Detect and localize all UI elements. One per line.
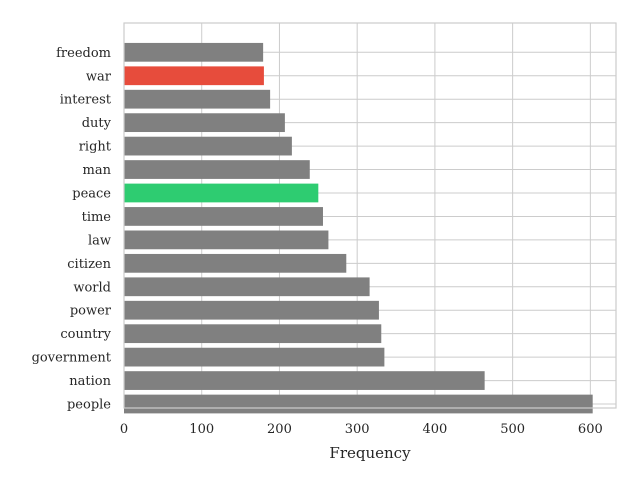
bar-world bbox=[124, 277, 370, 297]
bar-government bbox=[124, 347, 385, 367]
y-tick-label: time bbox=[82, 210, 112, 225]
x-tick-label: 100 bbox=[189, 422, 214, 437]
x-tick-label: 400 bbox=[422, 422, 447, 437]
bar-time bbox=[124, 207, 323, 226]
bar-right bbox=[124, 136, 292, 156]
y-tick-label: freedom bbox=[56, 46, 111, 61]
x-tick-labels: 0 100 200 300 400 500 600 bbox=[120, 422, 603, 437]
bar-interest bbox=[124, 89, 271, 109]
x-tick-label: 300 bbox=[345, 422, 370, 437]
y-tick-label: citizen bbox=[67, 257, 111, 272]
bar-power bbox=[124, 300, 379, 320]
y-tick-label: man bbox=[83, 163, 112, 178]
y-tick-label: nation bbox=[69, 374, 111, 389]
y-tick-labels: freedom war interest duty right man peace time l… bbox=[32, 46, 112, 413]
bar-duty bbox=[124, 113, 285, 133]
y-tick-label: world bbox=[73, 280, 111, 295]
y-tick-label: right bbox=[79, 140, 112, 155]
y-tick-label: war bbox=[86, 69, 112, 84]
x-tick-label: 200 bbox=[267, 422, 292, 437]
x-tick-label: 500 bbox=[500, 422, 525, 437]
bar-nation bbox=[124, 371, 485, 390]
bar-war bbox=[124, 66, 264, 86]
bar-man bbox=[124, 160, 310, 179]
bar-people bbox=[124, 394, 593, 414]
y-tick-label: people bbox=[67, 398, 111, 413]
bars bbox=[124, 42, 593, 414]
bar-country bbox=[124, 324, 382, 344]
x-axis-label: Frequency bbox=[329, 444, 411, 462]
x-tick-label: 0 bbox=[120, 422, 128, 437]
y-tick-label: government bbox=[32, 351, 112, 366]
y-tick-label: duty bbox=[82, 116, 112, 131]
y-tick-label: power bbox=[70, 304, 112, 319]
plot-frame bbox=[123, 22, 617, 409]
y-tick-label: law bbox=[88, 233, 111, 248]
y-tick-label: peace bbox=[72, 186, 111, 201]
bar-peace bbox=[124, 183, 319, 203]
x-tick-label: 600 bbox=[578, 422, 603, 437]
y-tick-label: interest bbox=[60, 93, 112, 108]
bar-citizen bbox=[124, 253, 347, 273]
bar-freedom bbox=[124, 42, 264, 62]
bar-law bbox=[124, 230, 329, 250]
y-tick-label: country bbox=[60, 327, 111, 342]
